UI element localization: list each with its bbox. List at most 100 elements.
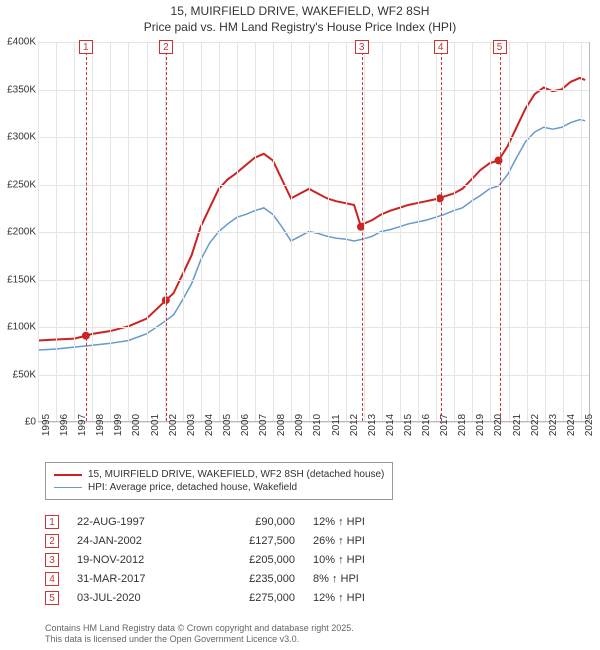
- x-axis-label: 2004: [204, 414, 215, 436]
- sale-row-badge: 4: [45, 572, 59, 586]
- gridline-v: [147, 42, 148, 421]
- gridline-h: [38, 90, 589, 91]
- legend-box: 15, MUIRFIELD DRIVE, WAKEFIELD, WF2 8SH …: [45, 462, 393, 500]
- gridline-v: [472, 42, 473, 421]
- x-axis-label: 2025: [584, 414, 595, 436]
- gridline-v: [563, 42, 564, 421]
- sale-row-date: 22-AUG-1997: [77, 516, 197, 528]
- title-line-1: 15, MUIRFIELD DRIVE, WAKEFIELD, WF2 8SH: [0, 4, 600, 20]
- gridline-v: [490, 42, 491, 421]
- sale-marker-line: [500, 42, 501, 421]
- legend-label: HPI: Average price, detached house, Wake…: [88, 482, 297, 493]
- gridline-v: [418, 42, 419, 421]
- x-axis-label: 1998: [95, 414, 106, 436]
- gridline-v: [400, 42, 401, 421]
- gridline-v: [364, 42, 365, 421]
- gridline-h: [38, 327, 589, 328]
- title-line-2: Price paid vs. HM Land Registry's House …: [0, 20, 600, 36]
- sale-marker-badge: 1: [79, 40, 93, 54]
- sale-row: 503-JUL-2020£275,00012% ↑ HPI: [45, 591, 555, 605]
- gridline-h: [38, 375, 589, 376]
- y-axis-label: £150K: [0, 274, 36, 285]
- gridline-v: [309, 42, 310, 421]
- gridline-v: [346, 42, 347, 421]
- series-price_paid: [38, 78, 585, 341]
- gridline-v: [382, 42, 383, 421]
- sale-row-diff: 8% ↑ HPI: [313, 573, 403, 585]
- sale-marker-line: [362, 42, 363, 421]
- legend-item: HPI: Average price, detached house, Wake…: [54, 482, 384, 493]
- sale-row-date: 31-MAR-2017: [77, 573, 197, 585]
- footer-line-2: This data is licensed under the Open Gov…: [45, 634, 354, 646]
- x-axis-label: 2013: [367, 414, 378, 436]
- sale-row-price: £205,000: [215, 554, 295, 566]
- x-axis-label: 2008: [276, 414, 287, 436]
- x-axis-label: 2010: [312, 414, 323, 436]
- sale-marker-line: [441, 42, 442, 421]
- sale-row-diff: 12% ↑ HPI: [313, 516, 403, 528]
- x-axis-label: 2021: [512, 414, 523, 436]
- gridline-v: [128, 42, 129, 421]
- sale-row-date: 03-JUL-2020: [77, 592, 197, 604]
- sale-row-diff: 26% ↑ HPI: [313, 535, 403, 547]
- sale-row-date: 24-JAN-2002: [77, 535, 197, 547]
- sale-row-price: £127,500: [215, 535, 295, 547]
- x-axis-label: 2024: [566, 414, 577, 436]
- x-axis-label: 2009: [294, 414, 305, 436]
- sale-row-badge: 3: [45, 553, 59, 567]
- gridline-v: [291, 42, 292, 421]
- gridline-v: [255, 42, 256, 421]
- sale-row-price: £275,000: [215, 592, 295, 604]
- x-axis-label: 2014: [385, 414, 396, 436]
- x-axis-label: 2006: [240, 414, 251, 436]
- legend-swatch: [54, 474, 82, 476]
- sales-table: 122-AUG-1997£90,00012% ↑ HPI224-JAN-2002…: [45, 510, 555, 610]
- sale-row-price: £90,000: [215, 516, 295, 528]
- gridline-v: [436, 42, 437, 421]
- sale-row-diff: 12% ↑ HPI: [313, 592, 403, 604]
- y-axis-label: £300K: [0, 132, 36, 143]
- x-axis-label: 1995: [41, 414, 52, 436]
- footer-line-1: Contains HM Land Registry data © Crown c…: [45, 623, 354, 635]
- gridline-v: [273, 42, 274, 421]
- y-axis-label: £50K: [0, 369, 36, 380]
- gridline-h: [38, 185, 589, 186]
- gridline-h: [38, 137, 589, 138]
- gridline-v: [56, 42, 57, 421]
- x-axis-label: 2007: [258, 414, 269, 436]
- y-axis-label: £250K: [0, 179, 36, 190]
- gridline-v: [38, 42, 39, 421]
- legend-label: 15, MUIRFIELD DRIVE, WAKEFIELD, WF2 8SH …: [88, 469, 384, 480]
- sale-row: 122-AUG-1997£90,00012% ↑ HPI: [45, 515, 555, 529]
- footer-attribution: Contains HM Land Registry data © Crown c…: [45, 623, 354, 646]
- gridline-v: [545, 42, 546, 421]
- x-axis-label: 2011: [331, 414, 342, 436]
- gridline-v: [92, 42, 93, 421]
- gridline-v: [110, 42, 111, 421]
- y-axis-label: £200K: [0, 227, 36, 238]
- x-axis-label: 2002: [168, 414, 179, 436]
- sale-row: 224-JAN-2002£127,50026% ↑ HPI: [45, 534, 555, 548]
- x-axis-label: 2023: [548, 414, 559, 436]
- y-axis-label: £350K: [0, 84, 36, 95]
- gridline-v: [183, 42, 184, 421]
- x-axis-label: 1996: [59, 414, 70, 436]
- x-axis-label: 2003: [186, 414, 197, 436]
- chart-title: 15, MUIRFIELD DRIVE, WAKEFIELD, WF2 8SH …: [0, 0, 600, 35]
- legend-item: 15, MUIRFIELD DRIVE, WAKEFIELD, WF2 8SH …: [54, 469, 384, 480]
- gridline-h: [38, 280, 589, 281]
- gridline-v: [509, 42, 510, 421]
- sale-marker-badge: 3: [355, 40, 369, 54]
- x-axis-label: 2016: [421, 414, 432, 436]
- sale-row: 3 19-NOV-2012 £205,000 10% ↑ HPI: [45, 553, 555, 567]
- gridline-v: [454, 42, 455, 421]
- x-axis-label: 2001: [150, 414, 161, 436]
- gridline-v: [237, 42, 238, 421]
- sale-row-diff: 10% ↑ HPI: [313, 554, 403, 566]
- sale-row-date: 19-NOV-2012: [77, 554, 197, 566]
- legend-swatch: [54, 487, 82, 488]
- sale-marker-badge: 5: [493, 40, 507, 54]
- sale-marker-line: [86, 42, 87, 421]
- gridline-h: [38, 232, 589, 233]
- x-axis-label: 2005: [222, 414, 233, 436]
